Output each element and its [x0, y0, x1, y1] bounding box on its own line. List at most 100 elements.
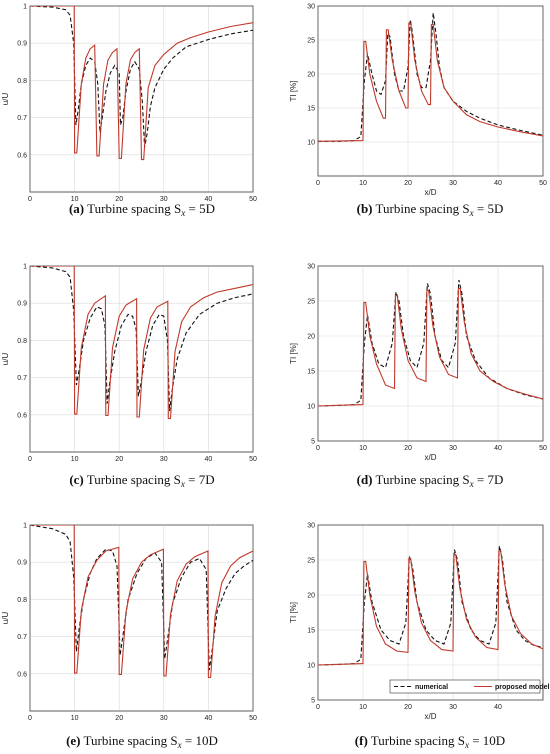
- y-axis-label: u/U: [1, 353, 10, 366]
- panel-caption: (a) Turbine spacing Sx = 5D: [69, 201, 215, 218]
- caption-label: (a): [69, 201, 84, 216]
- chart-panel-a: 0 10 20 30 40 50 0.6 0.7 0.8 0.9 1 u/U (a) Turbine s…: [1, 4, 257, 219]
- caption-label: (d): [357, 472, 373, 487]
- x-axis-label: x/D: [425, 712, 437, 721]
- panel-caption: (f) Turbine spacing Sx = 10D: [355, 733, 505, 750]
- y-tick-label: 20: [307, 593, 315, 600]
- plot-frame: [29, 265, 254, 453]
- y-tick-label: 20: [307, 72, 315, 79]
- panel-caption: (e) Turbine spacing Sx = 10D: [66, 733, 218, 750]
- y-tick-label: 10: [307, 663, 315, 670]
- x-tick-label: 10: [71, 715, 79, 722]
- x-tick-label: 20: [404, 704, 412, 711]
- x-tick-label: 50: [539, 180, 547, 187]
- y-tick-label: 30: [307, 523, 315, 530]
- chart-panel-f: 0 10 20 30 40 5 10 15 20 25 30 TI [%] x/D (f) Turbine…: [289, 523, 550, 751]
- y-tick-label: 0.6: [17, 152, 27, 159]
- legend-label-proposed-model: proposed model: [495, 684, 550, 691]
- series-line-numerical: [30, 6, 253, 148]
- caption-sub: x: [469, 208, 474, 218]
- x-tick-label: 20: [115, 456, 123, 463]
- panel-caption: (c) Turbine spacing Sx = 7D: [69, 472, 214, 489]
- y-tick-label: 0.7: [17, 375, 27, 382]
- x-tick-label: 30: [160, 196, 168, 203]
- y-tick-label: 10: [307, 404, 315, 411]
- plot-frame: [317, 265, 544, 442]
- caption-value: = 10D: [182, 733, 218, 748]
- plot-frame: [317, 524, 544, 701]
- x-tick-label: 40: [205, 715, 213, 722]
- caption-sub: x: [464, 740, 469, 750]
- plot-area: [29, 265, 254, 453]
- x-tick-label: 0: [316, 445, 320, 452]
- y-tick-label: 15: [307, 369, 315, 376]
- plot-frame: [29, 5, 254, 193]
- series-line-proposed-model: [30, 266, 253, 420]
- x-tick-label: 0: [28, 196, 32, 203]
- caption-value: = 10D: [469, 733, 505, 748]
- x-tick-label: 40: [494, 445, 502, 452]
- y-tick-label: 0.9: [17, 41, 27, 48]
- x-tick-label: 10: [359, 180, 367, 187]
- x-tick-label: 20: [404, 180, 412, 187]
- y-tick-label: 1: [23, 523, 27, 530]
- y-axis-label: u/U: [1, 93, 10, 106]
- y-axis-label: TI [%]: [289, 343, 298, 364]
- chart-panel-b: 0 10 20 30 40 50 10 15 20 25 30 TI [%] x/D (b) Turbin…: [289, 4, 547, 219]
- plot-area: [29, 524, 254, 712]
- caption-text: Turbine spacing S: [373, 472, 470, 487]
- panel-caption: (d) Turbine spacing Sx = 7D: [357, 472, 504, 489]
- chart-panel-d: 0 10 20 30 40 50 5 10 15 20 25 30 TI [%] x/D (d) Turbi…: [289, 264, 547, 490]
- caption-text: Turbine spacing S: [368, 733, 465, 748]
- x-tick-label: 0: [316, 704, 320, 711]
- x-tick-label: 20: [115, 196, 123, 203]
- series-line-proposed-model: [30, 6, 253, 161]
- x-tick-label: 20: [404, 445, 412, 452]
- y-tick-label: 20: [307, 334, 315, 341]
- caption-sub: x: [177, 740, 182, 750]
- legend-label-numerical: numerical: [415, 684, 448, 691]
- x-tick-label: 10: [359, 704, 367, 711]
- series-line-proposed-model: [30, 525, 253, 679]
- x-tick-label: 40: [494, 704, 502, 711]
- y-tick-label: 25: [307, 558, 315, 565]
- caption-text: Turbine spacing S: [81, 733, 178, 748]
- y-tick-label: 30: [307, 4, 315, 11]
- caption-label: (f): [355, 733, 368, 748]
- y-axis-label: u/U: [1, 612, 10, 625]
- plot-frame: [29, 524, 254, 712]
- x-tick-label: 10: [71, 196, 79, 203]
- y-tick-label: 1: [23, 4, 27, 11]
- x-tick-label: 50: [249, 456, 257, 463]
- series-line-proposed-model: [318, 287, 543, 407]
- x-tick-label: 30: [449, 704, 457, 711]
- x-axis-label: x/D: [425, 453, 437, 462]
- caption-text: Turbine spacing S: [84, 201, 181, 216]
- caption-sub: x: [180, 208, 185, 218]
- y-tick-label: 0.8: [17, 338, 27, 345]
- x-tick-label: 0: [316, 180, 320, 187]
- y-axis-label: TI [%]: [289, 81, 298, 102]
- x-tick-label: 10: [359, 445, 367, 452]
- x-tick-label: 40: [494, 180, 502, 187]
- x-axis-label: x/D: [425, 188, 437, 197]
- x-tick-label: 0: [28, 715, 32, 722]
- x-tick-label: 30: [160, 456, 168, 463]
- x-tick-label: 30: [160, 715, 168, 722]
- x-tick-label: 20: [115, 715, 123, 722]
- x-tick-label: 0: [28, 456, 32, 463]
- caption-text: Turbine spacing S: [373, 201, 470, 216]
- y-tick-label: 0.7: [17, 634, 27, 641]
- series-line-proposed-model: [318, 22, 543, 142]
- series-line-numerical: [30, 525, 253, 671]
- legend: numerical proposed model: [389, 679, 550, 694]
- chart-panel-e: 0 10 20 30 40 50 0.6 0.7 0.8 0.9 1 u/U (e) Turbine s…: [1, 523, 257, 751]
- y-tick-label: 0.9: [17, 301, 27, 308]
- y-tick-label: 5: [311, 439, 315, 446]
- x-tick-label: 50: [249, 715, 257, 722]
- caption-text: Turbine spacing S: [84, 472, 181, 487]
- x-tick-label: 40: [205, 456, 213, 463]
- x-tick-label: 10: [71, 456, 79, 463]
- series-line-numerical: [318, 279, 543, 407]
